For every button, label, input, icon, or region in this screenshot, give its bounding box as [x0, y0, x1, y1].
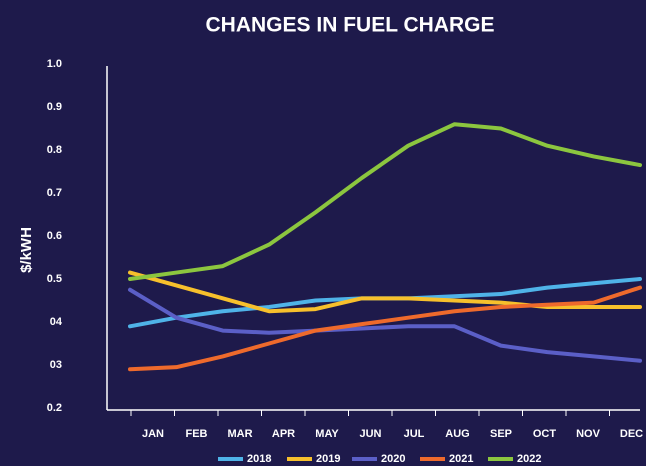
- x-tick-label: JUN: [359, 428, 381, 440]
- legend-label: 2019: [316, 453, 340, 465]
- series-line: [128, 122, 642, 281]
- x-tick-label: SEP: [490, 428, 512, 440]
- legend-label: 2022: [517, 453, 541, 465]
- legend-label: 2020: [381, 453, 405, 465]
- y-tick-label: 0.2: [47, 402, 62, 414]
- x-tick-label: NOV: [576, 428, 601, 440]
- chart-title: CHANGES IN FUEL CHARGE: [206, 14, 495, 37]
- x-tick-label: MAR: [227, 428, 252, 440]
- x-tick-label: APR: [272, 428, 295, 440]
- series-line: [128, 287, 642, 363]
- x-tick-label: JAN: [142, 428, 164, 440]
- x-tick-label: FEB: [186, 428, 208, 440]
- legend-label: 2021: [449, 453, 473, 465]
- y-tick-label: 0.8: [47, 144, 62, 156]
- y-tick-label: 0.6: [47, 230, 62, 242]
- y-tick-label: 1.0: [47, 58, 62, 70]
- y-tick-label: 0.5: [47, 273, 62, 285]
- series-line: [128, 270, 642, 314]
- x-tick-label: AUG: [445, 428, 469, 440]
- x-tick-label: DEC: [620, 428, 643, 440]
- x-tick-label: JUL: [404, 428, 425, 440]
- x-tick-label: OCT: [533, 428, 557, 440]
- y-tick-label: 04: [50, 316, 63, 328]
- series-line: [128, 285, 642, 372]
- y-tick-label: 0.7: [47, 187, 62, 199]
- y-tick-label: 0.9: [47, 101, 62, 113]
- x-tick-label: MAY: [315, 428, 339, 440]
- y-tick-label: 03: [50, 359, 62, 371]
- legend-label: 2018: [247, 453, 271, 465]
- y-axis-label: $/kWH: [18, 227, 35, 273]
